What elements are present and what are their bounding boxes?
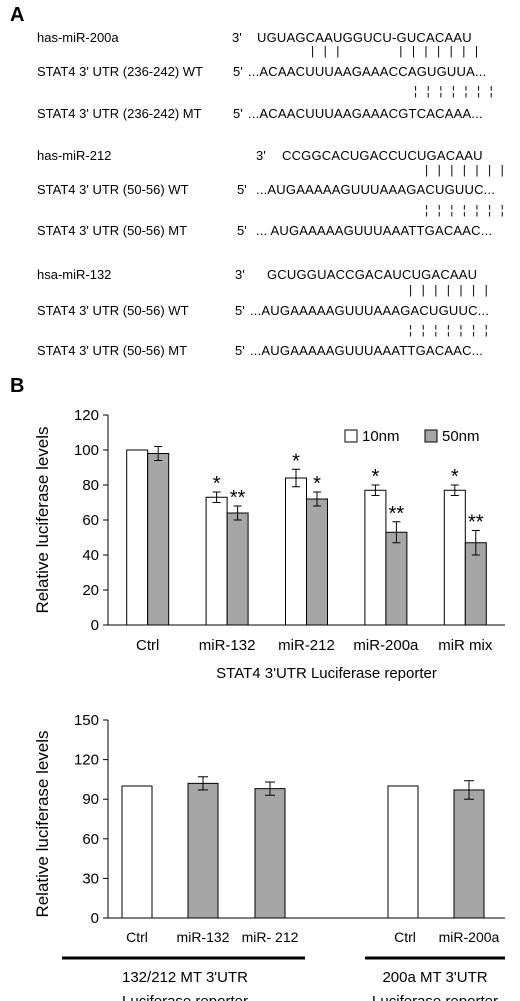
bar [121,785,153,919]
y-tick-label: 80 [82,477,99,494]
x-tick-label: miR-212 [278,637,335,654]
significance-mark: * [313,473,321,495]
bar [306,498,328,626]
bar [364,489,387,626]
wt-utr-label: STAT4 3' UTR (50-56) WT [37,182,189,197]
mirna-label: has-miR-200a [37,30,119,45]
mt-utr-label: STAT4 3' UTR (236-242) MT [37,106,202,121]
significance-mark: * [213,473,221,495]
x-tick-label: miR-200a [353,637,419,654]
bar [205,496,228,626]
mt-utr-label: STAT4 3' UTR (50-56) MT [37,223,188,238]
bar [453,789,485,919]
wt-base-pairs: | | | | | | | | | | [309,45,480,59]
bar [254,788,286,919]
mt-base-pairs: ¦ ¦ ¦ ¦ ¦ ¦ ¦ [412,85,495,99]
y-tick-label: 40 [82,547,99,564]
bar [387,785,419,919]
y-tick-label: 60 [82,831,99,848]
mt-utr-sequence: ...ACAACUUUAAGAAACGTCACAAA... [248,106,483,121]
mirna-label: hsa-miR-132 [37,267,112,282]
legend-label: 50nm [442,428,480,445]
x-tick-label: Ctrl [136,637,159,654]
group-label: Luciferase reporter [372,993,498,1001]
group-label: 132/212 MT 3'UTR [122,969,248,986]
significance-mark: * [451,466,459,488]
x-tick-label: Ctrl [394,929,416,945]
mt-base-pairs: ¦ ¦ ¦ ¦ ¦ ¦ ¦ [423,204,506,218]
y-tick-label: 20 [82,582,99,599]
wt-utr-label: STAT4 3' UTR (50-56) WT [37,303,189,318]
bar [285,477,307,626]
bar [385,531,408,626]
bar [187,782,219,919]
significance-mark: ** [389,503,405,525]
prime-marker: 3' [232,30,242,45]
panel-letter-a: A [10,4,25,26]
wt-utr-sequence: ...AUGAAAAAGUUUAAAGACUGUUC... [250,303,490,318]
mt-utr-sequence: ...AUGAAAAAGUUUAAATTGACAAC... [250,343,484,358]
bar [226,512,249,626]
mirna-sequence: CCGGCACUGACCUCUGACAAU [282,148,483,163]
wt-base-pairs: | | | | | | | [423,164,506,178]
bar [443,489,466,626]
prime-marker: 5' [235,343,245,358]
prime-marker: 5' [233,64,243,79]
x-tick-label: miR-132 [199,637,256,654]
y-tick-label: 100 [74,442,99,459]
mirna-sequence: GCUGGUACCGACAUCUGACAAU [267,267,478,282]
prime-marker: 5' [233,106,243,121]
wt-utr-sequence: ...ACAACUUUAAGAAACCAGUGUUA... [248,64,487,79]
y-tick-label: 0 [91,617,99,634]
bar [126,449,149,626]
y-axis-label: Relative luciferase levels [33,426,52,613]
y-tick-label: 60 [82,512,99,529]
luciferase-bar-chart-bottom: 0 30 60 90 120 150 Ctrl miR-132 miR- 212 Ctrl miR-… [33,712,505,1001]
significance-mark: * [372,466,380,488]
mirna-sequence: UGUAGCAAUGGUCU-GUCACAAU [257,30,472,45]
prime-marker: 5' [237,223,247,238]
wt-base-pairs: | | | | | | | [407,284,490,298]
significance-mark: * [292,450,300,472]
x-tick-label: miR mix [438,637,493,654]
y-tick-label: 120 [74,407,99,424]
group-label: Luciferase reporter [122,993,248,1001]
prime-marker: 5' [235,303,245,318]
mt-utr-sequence: ... AUGAAAAAGUUUAAATTGACAAC... [256,223,493,238]
mt-base-pairs: ¦ ¦ ¦ ¦ ¦ ¦ ¦ [407,324,490,338]
x-tick-label: miR-132 [177,929,230,945]
y-tick-label: 30 [82,870,99,887]
prime-marker: 3' [235,267,245,282]
x-tick-label: miR- 212 [242,929,299,945]
wt-utr-label: STAT4 3' UTR (236-242) WT [37,64,203,79]
y-axis-label: Relative luciferase levels [33,730,52,917]
legend-swatch [424,429,438,443]
y-tick-label: 90 [82,791,99,808]
x-axis-label: STAT4 3'UTR Luciferase reporter [216,665,437,682]
legend-swatch [344,429,358,443]
mt-utr-label: STAT4 3' UTR (50-56) MT [37,343,188,358]
prime-marker: 5' [237,182,247,197]
x-tick-label: Ctrl [126,929,148,945]
y-tick-label: 150 [74,712,99,729]
mirna-label: has-miR-212 [37,148,112,163]
significance-mark: ** [468,512,484,534]
significance-mark: ** [230,487,246,509]
wt-utr-sequence: ...AUGAAAAAGUUUAAAGACUGUUC... [256,182,496,197]
bar [147,453,170,626]
group-label: 200a MT 3'UTR [382,969,487,986]
y-tick-label: 120 [74,752,99,769]
panel-letter-b: B [10,375,25,397]
legend-label: 10nm [362,428,400,445]
y-tick-label: 0 [91,910,99,927]
prime-marker: 3' [256,148,266,163]
x-tick-label: miR-200a [439,929,500,945]
